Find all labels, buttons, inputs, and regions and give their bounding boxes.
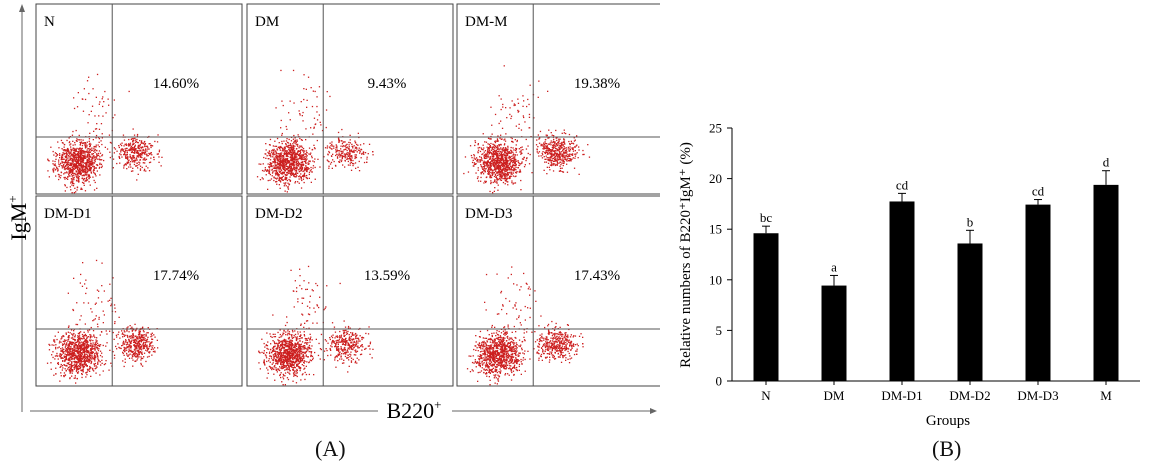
flow-plot-percent: 19.38%	[574, 76, 620, 92]
bar-chart-ylabel: Relative numbers of B220⁺IgM⁺ (%)	[678, 142, 694, 368]
flow-plot-percent: 17.43%	[574, 268, 620, 284]
flow-plot-events	[258, 265, 374, 386]
flow-plot-label: DM-M	[465, 14, 508, 30]
significance-letter: d	[1103, 155, 1110, 170]
flow-plot-events	[463, 65, 591, 194]
flow-plot-events	[46, 259, 159, 384]
flow-plot-events	[256, 69, 374, 193]
flow-plot-percent: 13.59%	[364, 268, 410, 284]
x-axis-label: B220+	[386, 397, 441, 423]
x-axis-arrowhead	[650, 408, 657, 414]
panel-a-tag: (A)	[315, 436, 346, 461]
flow-plot-label: DM-D1	[44, 206, 92, 222]
bar-DM-D1	[889, 201, 915, 381]
bar-M	[1093, 184, 1119, 381]
flow-plot-0: N 14.60%	[35, 3, 243, 195]
bar-chart-xlabel: Groups	[926, 413, 970, 429]
flow-plot-percent: 17.74%	[153, 268, 199, 284]
flow-plot-label: DM-D3	[465, 206, 513, 222]
significance-letter: cd	[896, 177, 909, 192]
panel-b-tag: (B)	[932, 436, 962, 461]
x-tick-label: N	[761, 388, 771, 403]
flow-plot-label: DM-D2	[255, 206, 303, 222]
flow-plot-5: DM-D3 17.43%	[456, 195, 660, 387]
y-tick-label: 25	[709, 121, 722, 136]
significance-letter: a	[831, 259, 837, 274]
bar-N	[753, 233, 779, 381]
significance-letter: bc	[760, 210, 773, 225]
x-tick-label: M	[1100, 388, 1112, 403]
y-tick-label: 0	[716, 374, 723, 389]
flow-plot-2: DM-M 19.38%	[456, 3, 660, 195]
x-tick-label: DM	[824, 388, 845, 403]
flow-cytometry-panel: IgM+ B220+ N 14.60% DM 9.43% DM-M 19.38% DM-D1…	[5, 3, 660, 423]
bar-DM-D2	[957, 243, 983, 381]
x-tick-label: DM-D2	[949, 388, 990, 403]
y-tick-label: 10	[709, 272, 722, 287]
flow-plot-label: N	[44, 14, 55, 30]
x-tick-label: DM-D3	[1017, 388, 1058, 403]
y-axis-arrowhead	[19, 4, 25, 12]
y-axis-label: IgM+	[5, 195, 31, 240]
y-tick-label: 15	[709, 222, 722, 237]
bar-chart: Relative numbers of B220⁺IgM⁺ (%) Groups…	[678, 121, 1140, 429]
flow-plot-3: DM-D1 17.74%	[35, 195, 243, 387]
flow-plot-events	[466, 266, 584, 386]
significance-letter: b	[967, 214, 974, 229]
bar-DM-D3	[1025, 204, 1051, 381]
flow-plot-label: DM	[255, 14, 279, 30]
flow-plot-events	[47, 73, 163, 194]
x-tick-label: DM-D1	[881, 388, 922, 403]
y-tick-label: 5	[716, 323, 723, 338]
significance-letter: cd	[1032, 184, 1045, 199]
y-tick-label: 20	[709, 171, 722, 186]
flow-plot-percent: 9.43%	[368, 76, 407, 92]
flow-plot-1: DM 9.43%	[246, 3, 454, 195]
bar-DM	[821, 285, 847, 381]
flow-plot-4: DM-D2 13.59%	[246, 195, 454, 387]
flow-plot-percent: 14.60%	[153, 76, 199, 92]
